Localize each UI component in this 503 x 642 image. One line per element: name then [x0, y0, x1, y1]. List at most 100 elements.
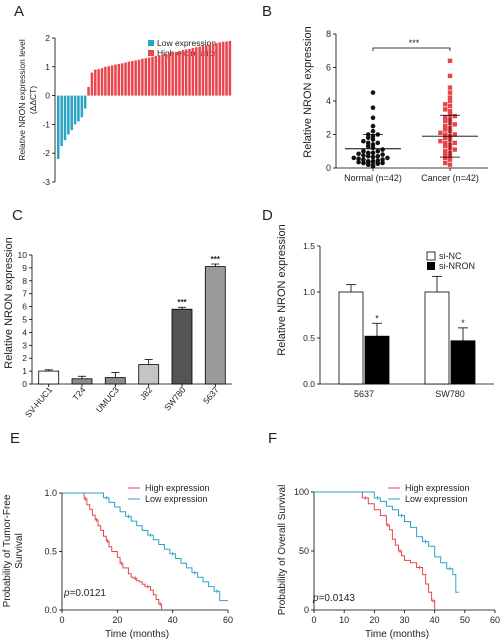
- panel-d-legend-siron: si-NRON: [439, 261, 475, 271]
- panel-a-bar-3: [67, 95, 70, 135]
- panel-a-bar-49: [221, 41, 225, 96]
- panel-d-bar-0-1: [364, 335, 390, 385]
- panel-a-bar-31: [161, 54, 164, 96]
- panel-a-bar-43: [201, 46, 205, 96]
- panel-label-e: E: [10, 430, 20, 447]
- panel-a-bar-4: [70, 95, 73, 131]
- panel-c-ytick-label-4: 4: [22, 327, 27, 337]
- panel-a-bar-15: [107, 66, 110, 96]
- panel-a-bar-8: [83, 95, 87, 109]
- panel-a-bar-34: [171, 52, 174, 96]
- panel-a-ylabel-line2: (ΔΔCT): [28, 86, 38, 115]
- panel-f-legend-high: High expression: [405, 483, 470, 493]
- panel-b-point-cancer-37: [447, 95, 453, 100]
- panel-a-bar-27: [147, 57, 151, 96]
- panel-e-ytick-label-0: 0.0: [44, 605, 57, 615]
- panel-b-point-cancer-2: [447, 157, 453, 162]
- panel-b-xtick-normal: Normal (n=42): [344, 173, 402, 183]
- panel-f-xtick-label-5: 50: [460, 615, 470, 625]
- panel-b-ytick-label-0: 0: [326, 163, 331, 173]
- panel-e-pvalue-number: =0.0121: [70, 588, 107, 599]
- panel-a-ytick-label-5: 2: [45, 33, 50, 43]
- panel-c-bar-3: [138, 364, 160, 385]
- panel-b-point-normal-10: [361, 157, 366, 162]
- panel-b-point-normal-8: [365, 159, 371, 164]
- panel-e-xtick-label-1: 20: [112, 615, 122, 625]
- panel-a-legend-swatch-low: [148, 40, 154, 46]
- panel-f-curve-low: [314, 491, 459, 593]
- panel-a-bar-42: [198, 46, 201, 96]
- panel-d-bar-0-0: [338, 291, 364, 385]
- panel-d-ytick-label-2: 1.0: [303, 287, 315, 297]
- panel-c-bar-1: [71, 378, 93, 385]
- panel-a-bar-48: [218, 42, 222, 96]
- panel-a-bar-10: [90, 72, 94, 96]
- panel-c-xtick-label-2: UMUC3: [94, 385, 121, 415]
- panel-label-c: C: [12, 207, 23, 224]
- panel-a-bar-12: [97, 69, 100, 96]
- panel-d-chart: Relative NRON expression si-NC si-NRON 0…: [276, 224, 494, 399]
- panel-c-bar-2: [104, 377, 126, 385]
- panel-f-xtick-label-3: 30: [399, 615, 409, 625]
- panel-f-ytick-label-2: 100: [294, 487, 309, 497]
- panel-a-bar-20: [124, 62, 127, 96]
- panel-a-bar-41: [194, 47, 198, 96]
- panel-b-ytick-label-4: 8: [326, 29, 331, 39]
- panel-b-point-normal-6: [356, 159, 361, 165]
- panel-b-point-cancer-22: [443, 127, 448, 132]
- panel-b-point-normal-14: [351, 155, 357, 161]
- panel-a-bar-36: [178, 50, 181, 96]
- panel-e-xtick-label-2: 40: [168, 615, 178, 625]
- panel-a-bar-44: [205, 45, 208, 96]
- panel-b-point-cancer-38: [447, 90, 453, 95]
- panel-a-ylabel-line1: Relative NRON expression level: [17, 39, 27, 161]
- panel-a-bar-32: [164, 53, 168, 96]
- panel-e-chart: Probability of Tumor-Free Survival Time …: [2, 483, 233, 640]
- panel-b-point-cancer-34: [447, 103, 453, 109]
- panel-c-ytick-label-2: 2: [22, 353, 27, 363]
- panel-b-point-normal-40: [370, 105, 376, 110]
- panel-b-point-cancer-33: [443, 107, 448, 112]
- panel-b-point-cancer-31: [447, 112, 453, 117]
- panel-e-ylabel-line1: Probability of Tumor-Free: [2, 494, 13, 607]
- panel-d-xtick-label-1: SW780: [435, 389, 465, 399]
- panel-b-point-cancer-3: [443, 155, 448, 161]
- panel-e-pvalue-p: p: [63, 588, 70, 599]
- panel-c-ytick-label-5: 5: [22, 315, 27, 325]
- panel-c-bar-4: [171, 308, 193, 385]
- panel-f-chart: Probability of Overall Survival Time (mo…: [277, 483, 500, 640]
- panel-a-bar-0: [57, 95, 60, 159]
- panel-b-point-cancer-25: [452, 122, 457, 127]
- panel-c-ytick-label-7: 7: [22, 289, 27, 299]
- panel-f-pvalue-p: p: [312, 593, 319, 604]
- panel-b-point-normal-23: [375, 149, 381, 154]
- panel-a-bar-51: [228, 40, 232, 96]
- panel-a-bar-37: [181, 50, 185, 96]
- panel-a-bar-28: [151, 56, 154, 96]
- panel-e-curve-high: [62, 492, 163, 610]
- panel-b-point-cancer-36: [447, 98, 453, 104]
- panel-b-point-cancer-12: [443, 140, 448, 146]
- panel-b-point-cancer-41: [447, 58, 453, 63]
- panel-b-point-cancer-0: [447, 162, 453, 167]
- panel-a-ytick-label-1: -2: [42, 148, 50, 158]
- panel-f-pvalue-number: =0.0143: [319, 593, 356, 604]
- panel-a-chart: Relative NRON expression level (ΔΔCT) Lo…: [17, 33, 232, 187]
- panel-b-point-cancer-18: [443, 132, 448, 137]
- panel-a-bar-1: [60, 95, 63, 146]
- panel-b-point-cancer-16: [443, 135, 448, 141]
- panel-d-legend-sinc: si-NC: [439, 251, 462, 261]
- panel-b-point-cancer-13: [452, 140, 457, 146]
- panel-f-pvalue: p=0.0143: [312, 593, 355, 604]
- panel-b-point-normal-41: [370, 90, 376, 95]
- panel-c-ytick-label-0: 0: [22, 379, 27, 389]
- panel-d-legend-swatch-siron: [427, 262, 435, 270]
- panel-a-bar-18: [117, 63, 121, 96]
- panel-e-xtick-label-3: 60: [223, 615, 233, 625]
- panel-f-xtick-label-2: 20: [369, 615, 379, 625]
- panel-a-bar-45: [208, 44, 211, 96]
- panel-a-bar-5: [73, 95, 77, 125]
- panel-c-ytick-label-8: 8: [22, 276, 27, 286]
- panel-a-bar-47: [215, 43, 218, 96]
- panel-b-point-normal-22: [365, 150, 371, 156]
